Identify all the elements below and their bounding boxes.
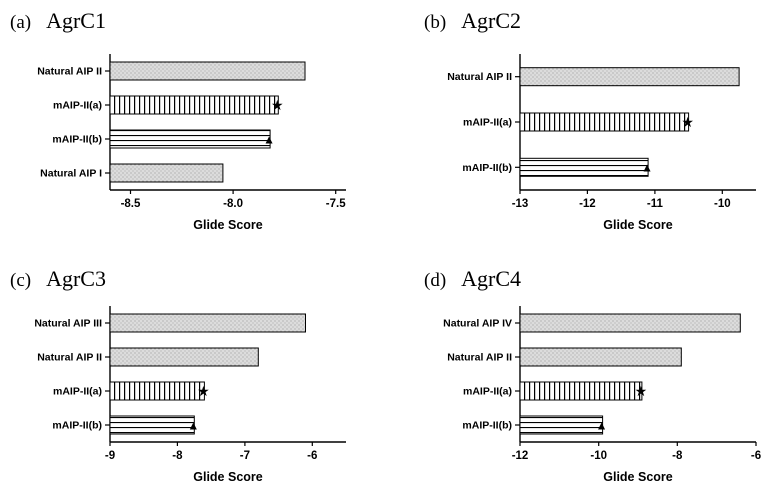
bar bbox=[519, 381, 643, 401]
category-label: mAIP-II(b) bbox=[462, 420, 512, 432]
panel-a-title: (a) AgrC1 bbox=[10, 8, 392, 34]
chart-agrc2: Natural AIP II mAIP-II(a) ★ mAIP-II(b) ▲ -13 -… bbox=[412, 48, 784, 241]
panel-d-name: AgrC4 bbox=[461, 266, 522, 291]
star-icon: ★ bbox=[197, 383, 210, 399]
category-label: Natural AIP II bbox=[37, 352, 102, 364]
x-tick-label: -10 bbox=[590, 450, 607, 462]
bar bbox=[109, 313, 306, 333]
bar bbox=[519, 157, 649, 177]
category-label: mAIP-II(a) bbox=[463, 117, 512, 129]
category-label: Natural AIP III bbox=[34, 318, 102, 330]
triangle-icon: ▲ bbox=[263, 132, 275, 146]
x-tick-label: -8 bbox=[172, 450, 183, 462]
panel-d-title: (d) AgrC4 bbox=[424, 266, 784, 292]
chart-agrc4: Natural AIP IV Natural AIP II mAIP-II(a) ★ m… bbox=[412, 300, 784, 493]
x-axis-title: Glide Score bbox=[193, 218, 263, 232]
x-tick-label: -7 bbox=[240, 450, 250, 462]
x-axis-title: Glide Score bbox=[603, 218, 673, 232]
category-label: mAIP-II(b) bbox=[462, 162, 512, 174]
bar bbox=[519, 313, 741, 333]
chart-agrc1: Natural AIP II mAIP-II(a) ★ mAIP-II(b) ▲ Natu… bbox=[2, 48, 392, 241]
chart-agrc3: Natural AIP III Natural AIP II mAIP-II(a) ★… bbox=[2, 300, 392, 493]
bar bbox=[109, 163, 224, 183]
x-tick-label: -12 bbox=[579, 198, 596, 210]
x-tick-label: -8.5 bbox=[121, 198, 141, 210]
star-icon: ★ bbox=[271, 97, 284, 113]
panel-a-letter: (a) bbox=[10, 12, 32, 33]
category-label: mAIP-II(b) bbox=[52, 420, 102, 432]
bar bbox=[109, 415, 195, 435]
panel-c-title: (c) AgrC3 bbox=[10, 266, 392, 292]
triangle-icon: ▲ bbox=[596, 418, 608, 432]
bar bbox=[109, 95, 279, 115]
panel-a: (a) AgrC1 Natural AIP II mAIP-II(a) ★ mAIP-… bbox=[0, 0, 392, 258]
x-tick-label: -11 bbox=[647, 198, 664, 210]
panel-b: (b) AgrC2 Natural AIP II mAIP-II(a) ★ mAIP-… bbox=[392, 0, 784, 258]
panel-a-name: AgrC1 bbox=[46, 8, 106, 33]
bar bbox=[109, 61, 306, 81]
bar bbox=[109, 347, 259, 367]
x-tick-label: -10 bbox=[714, 198, 731, 210]
x-tick-label: -8 bbox=[672, 450, 683, 462]
bar-chart-svg: Natural AIP IV Natural AIP II mAIP-II(a) ★ m… bbox=[443, 306, 761, 484]
bar bbox=[109, 129, 271, 149]
x-tick-label: -13 bbox=[512, 198, 529, 210]
category-label: Natural AIP II bbox=[37, 66, 102, 78]
panel-b-letter: (b) bbox=[424, 12, 447, 33]
bar bbox=[519, 112, 690, 132]
category-label: mAIP-II(a) bbox=[53, 386, 102, 398]
panel-d: (d) AgrC4 Natural AIP IV Natural AIP II mA… bbox=[392, 258, 784, 499]
x-tick-label: -12 bbox=[512, 450, 529, 462]
triangle-icon: ▲ bbox=[641, 161, 653, 175]
star-icon: ★ bbox=[681, 114, 694, 130]
star-icon: ★ bbox=[635, 383, 648, 399]
panel-b-name: AgrC2 bbox=[461, 8, 522, 33]
bar-chart-svg: Natural AIP II mAIP-II(a) ★ mAIP-II(b) ▲ Natu… bbox=[37, 54, 346, 232]
bar bbox=[519, 347, 682, 367]
x-tick-label: -7.5 bbox=[326, 198, 346, 210]
bar-chart-svg: Natural AIP II mAIP-II(a) ★ mAIP-II(b) ▲ -13 -… bbox=[447, 54, 756, 232]
panel-c: (c) AgrC3 Natural AIP III Natural AIP II m… bbox=[0, 258, 392, 499]
category-label: mAIP-II(a) bbox=[463, 386, 512, 398]
x-tick-label: -9 bbox=[105, 450, 115, 462]
x-axis-title: Glide Score bbox=[603, 470, 673, 484]
bar bbox=[109, 381, 205, 401]
category-label: Natural AIP II bbox=[447, 71, 512, 83]
category-label: Natural AIP IV bbox=[443, 318, 512, 330]
x-axis-title: Glide Score bbox=[193, 470, 263, 484]
category-label: mAIP-II(a) bbox=[53, 100, 102, 112]
bar bbox=[519, 67, 740, 87]
panel-d-letter: (d) bbox=[424, 270, 447, 291]
category-label: Natural AIP I bbox=[40, 168, 102, 180]
category-label: Natural AIP II bbox=[447, 352, 512, 364]
category-label: mAIP-II(b) bbox=[52, 134, 102, 146]
x-tick-label: -6 bbox=[307, 450, 317, 462]
x-tick-label: -8.0 bbox=[223, 198, 243, 210]
x-tick-label: -6 bbox=[751, 450, 761, 462]
panel-c-name: AgrC3 bbox=[46, 266, 106, 291]
panel-b-title: (b) AgrC2 bbox=[424, 8, 784, 34]
triangle-icon: ▲ bbox=[187, 418, 199, 432]
bar-chart-svg: Natural AIP III Natural AIP II mAIP-II(a) ★… bbox=[34, 306, 346, 484]
panel-c-letter: (c) bbox=[10, 270, 32, 291]
bar bbox=[519, 415, 604, 435]
